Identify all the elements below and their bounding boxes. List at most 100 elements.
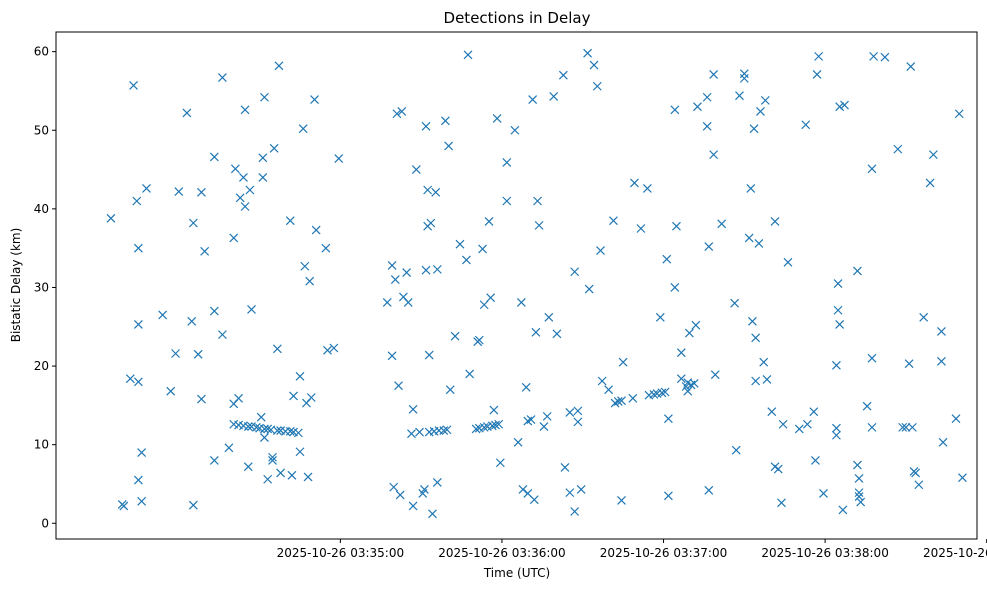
data-point xyxy=(954,109,964,119)
data-point xyxy=(415,427,424,437)
data-point xyxy=(495,458,505,468)
data-point xyxy=(672,221,681,231)
data-point xyxy=(862,401,872,411)
data-point xyxy=(802,419,812,429)
data-point xyxy=(510,125,520,135)
data-point xyxy=(274,61,284,71)
data-point xyxy=(662,254,672,264)
data-point xyxy=(660,387,670,397)
x-tick-label: 2025-10-26 03:37:00 xyxy=(600,546,727,560)
data-point xyxy=(260,433,269,443)
data-point xyxy=(617,396,626,406)
data-point xyxy=(717,219,727,229)
data-point xyxy=(794,424,804,434)
data-point xyxy=(442,425,452,435)
data-point xyxy=(132,196,142,206)
y-tick-label: 40 xyxy=(34,202,49,216)
data-point xyxy=(584,284,594,294)
data-point xyxy=(778,419,788,429)
data-point xyxy=(867,422,877,432)
data-point xyxy=(285,426,295,436)
data-point xyxy=(609,216,618,226)
data-point xyxy=(832,360,841,370)
data-point xyxy=(735,91,744,101)
data-point xyxy=(812,70,822,79)
data-point xyxy=(224,443,234,453)
data-point xyxy=(663,491,673,501)
data-point xyxy=(628,393,638,403)
data-point xyxy=(731,445,741,455)
data-point xyxy=(431,187,441,197)
data-point xyxy=(938,437,948,447)
y-tick-label: 20 xyxy=(34,359,49,373)
data-point xyxy=(663,414,673,424)
data-point xyxy=(746,183,756,193)
data-point xyxy=(901,422,911,432)
data-point xyxy=(770,217,780,226)
data-point xyxy=(133,475,143,485)
data-point xyxy=(819,488,828,498)
data-point xyxy=(898,422,908,432)
data-point xyxy=(408,501,418,511)
data-point xyxy=(744,233,754,243)
data-point xyxy=(893,144,903,154)
data-point xyxy=(739,69,749,79)
data-point xyxy=(570,507,580,516)
data-point xyxy=(182,108,192,118)
x-tick-label: 2025-10-26 03:35:00 xyxy=(277,546,404,560)
data-point xyxy=(573,417,583,427)
data-point xyxy=(285,216,295,226)
data-point xyxy=(558,70,568,80)
data-point xyxy=(489,405,499,415)
data-point xyxy=(528,95,538,105)
data-point xyxy=(576,485,586,494)
data-point xyxy=(684,328,694,338)
y-tick-label: 0 xyxy=(41,516,49,530)
data-point xyxy=(450,331,460,341)
data-point xyxy=(300,261,310,271)
data-point xyxy=(869,51,879,61)
data-point xyxy=(767,407,777,417)
y-tick-label: 30 xyxy=(34,280,49,294)
axes-frame xyxy=(55,31,978,540)
data-point xyxy=(394,381,403,391)
data-point xyxy=(613,397,623,406)
chart-title: Detections in Delay xyxy=(444,9,591,27)
data-point xyxy=(137,448,147,457)
data-point xyxy=(200,246,210,256)
data-point xyxy=(704,242,714,252)
data-point xyxy=(596,246,605,255)
data-point xyxy=(445,385,455,395)
data-point xyxy=(655,312,665,322)
data-point xyxy=(133,377,143,387)
data-point xyxy=(670,105,680,115)
data-point xyxy=(463,50,473,60)
data-point xyxy=(188,500,198,510)
data-point xyxy=(268,455,277,465)
data-point xyxy=(840,100,849,110)
data-point xyxy=(251,422,261,432)
data-point xyxy=(432,264,442,274)
data-point xyxy=(268,452,277,462)
data-point xyxy=(329,343,339,353)
data-point xyxy=(676,348,686,358)
data-point xyxy=(455,239,465,249)
data-point xyxy=(754,239,764,248)
data-point xyxy=(832,423,841,433)
data-point xyxy=(440,116,450,126)
data-point xyxy=(171,349,180,358)
data-point xyxy=(597,376,607,386)
data-point xyxy=(106,213,116,223)
data-point xyxy=(710,370,720,380)
data-point xyxy=(904,359,914,369)
data-point xyxy=(439,426,449,435)
data-point xyxy=(209,306,219,316)
data-point xyxy=(229,233,239,243)
data-point xyxy=(218,73,227,83)
data-point xyxy=(832,430,841,440)
data-point xyxy=(573,406,583,416)
data-point xyxy=(247,305,256,314)
data-point xyxy=(390,275,400,285)
data-point xyxy=(486,293,496,303)
data-point xyxy=(756,106,765,116)
